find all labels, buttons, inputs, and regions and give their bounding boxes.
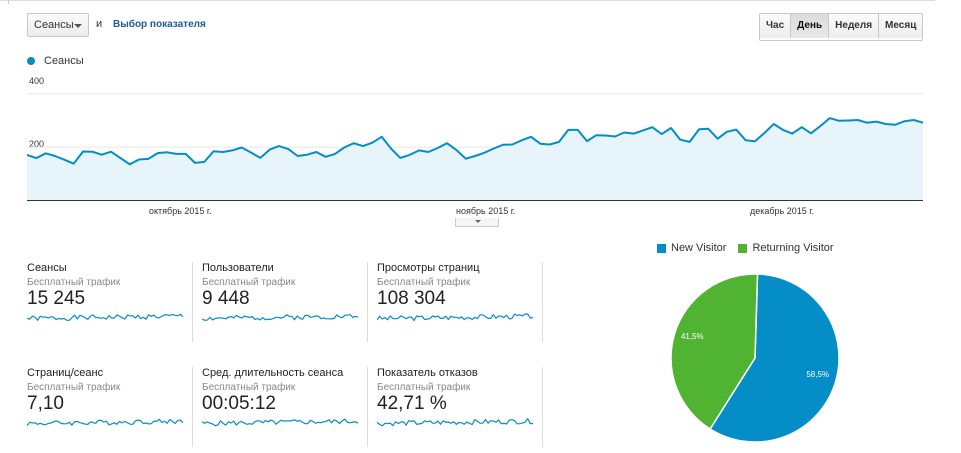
x-tick-label: ноябрь 2015 г. [456,206,516,216]
metric-name: Просмотры страниц [377,262,480,274]
metric-name: Пользователи [202,262,274,274]
sparkline [202,313,358,321]
metric-select[interactable]: Сеансы [27,13,89,37]
metric-card-users[interactable]: Пользователи Бесплатный трафик 9 448 [202,262,362,326]
metric-card-pageviews[interactable]: Просмотры страниц Бесплатный трафик 108 … [377,262,537,326]
y-tick-label: 400 [29,76,45,86]
legend-swatch-new [657,243,666,253]
pie-slice-new-visitor[interactable] [709,273,840,443]
sparkline [202,418,358,427]
select-metric-link[interactable]: Выбор показателя [113,19,206,30]
chart-collapse-handle[interactable] [455,218,499,227]
hour-button[interactable]: Час [760,14,792,38]
visitor-type-pie-chart: 58,5% 41,5% [670,273,840,443]
sparkline [377,417,533,427]
legend-label: Сеансы [44,55,84,67]
metric-select-value: Сеансы [34,19,74,31]
divider [367,262,368,342]
sparkline-line [202,418,358,427]
chevron-down-icon [74,24,82,28]
metric-value: 15 245 [27,288,86,309]
month-button[interactable]: Месяц [879,14,923,38]
metric-card-avg-session-duration[interactable]: Сред. длительность сеанса Бесплатный тра… [202,367,362,431]
metric-segment: Бесплатный трафик [377,277,471,288]
legend-dot [27,57,35,65]
metric-name: Сред. длительность сеанса [202,367,344,379]
top-tab-border [0,0,935,4]
metric-segment: Бесплатный трафик [27,277,121,288]
sparkline-line [27,418,183,427]
granularity-buttons: Час День Неделя Месяц [759,13,924,41]
divider [192,367,193,447]
divider [542,262,543,342]
metric-name: Показатель отказов [377,367,478,379]
and-label: и [96,18,103,30]
metric-card-sessions[interactable]: Сеансы Бесплатный трафик 15 245 [27,262,187,326]
metric-segment: Бесплатный трафик [202,382,296,393]
sparkline [27,418,183,427]
series-line [27,117,924,166]
legend-new-visitor: New Visitor [671,242,727,254]
sparkline-line [27,313,183,322]
divider [192,262,193,342]
metric-name: Страниц/сеанс [27,367,104,379]
legend-swatch-returning [738,243,748,253]
metric-value: 108 304 [377,288,446,309]
pie-slice-label: 58,5% [806,370,829,379]
y-tick-label: 200 [29,139,45,149]
divider [367,367,368,447]
metric-value: 9 448 [202,288,250,309]
day-button[interactable]: День [791,14,830,38]
metric-segment: Бесплатный трафик [202,277,296,288]
series-area [27,118,923,200]
metric-segment: Бесплатный трафик [377,382,471,393]
pie-legend: New Visitor Returning Visitor [657,242,834,254]
metric-name: Сеансы [27,262,67,274]
metric-card-pages-per-session[interactable]: Страниц/сеанс Бесплатный трафик 7,10 [27,367,187,431]
x-tick-label: октябрь 2015 г. [149,206,212,216]
legend-returning-visitor: Returning Visitor [752,242,834,254]
divider [542,367,543,447]
sparkline-line [377,313,533,322]
pie-slice-returning-visitor[interactable] [670,273,759,431]
sparkline [377,313,533,322]
metric-value: 42,71 % [377,393,447,414]
metric-segment: Бесплатный трафик [27,382,121,393]
x-tick-label: декабрь 2015 г. [750,206,814,216]
week-button[interactable]: Неделя [829,14,880,38]
metric-value: 00:05:12 [202,393,276,414]
sparkline-line [377,417,533,427]
metric-card-bounce-rate[interactable]: Показатель отказов Бесплатный трафик 42,… [377,367,537,431]
sparkline-line [202,313,358,321]
sparkline [27,313,183,322]
chevron-down-icon [475,220,481,223]
tab-edge [8,0,21,4]
metric-value: 7,10 [27,393,64,414]
pie-slice-label: 41,5% [681,332,704,341]
sessions-line-chart [27,93,924,201]
chart-legend: Сеансы [27,55,84,67]
